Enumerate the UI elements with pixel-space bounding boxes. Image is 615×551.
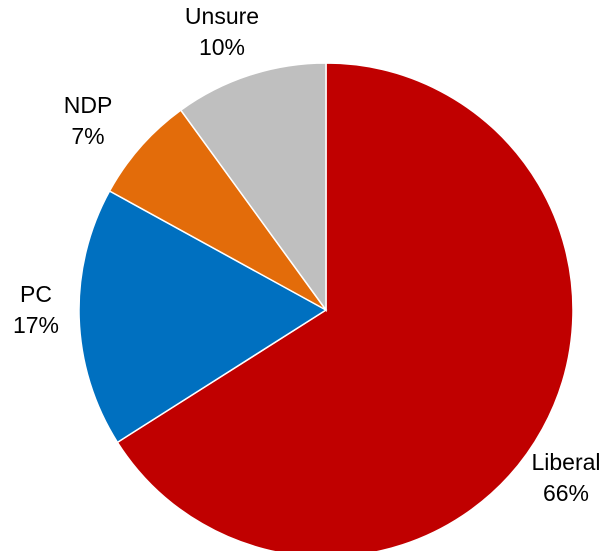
slice-label-pc: PC xyxy=(20,281,52,307)
slice-value-pc: 17% xyxy=(13,312,59,338)
slice-value-liberal: 66% xyxy=(543,480,589,506)
pie-slices xyxy=(78,62,574,551)
pie-slice-liberal xyxy=(116,62,574,551)
pie-slice-pc xyxy=(78,189,328,444)
slice-label-ndp: NDP xyxy=(64,92,113,118)
pie-slice-ndp xyxy=(108,109,327,311)
slice-value-ndp: 7% xyxy=(71,123,104,149)
slice-label-liberal: Liberal xyxy=(531,449,600,475)
slice-value-unsure: 10% xyxy=(199,34,245,60)
pie-labels: Liberal 66% PC 17% NDP 7% Unsure 10% xyxy=(13,3,601,506)
pie-slice-unsure xyxy=(179,62,327,313)
slice-label-unsure: Unsure xyxy=(185,3,259,29)
